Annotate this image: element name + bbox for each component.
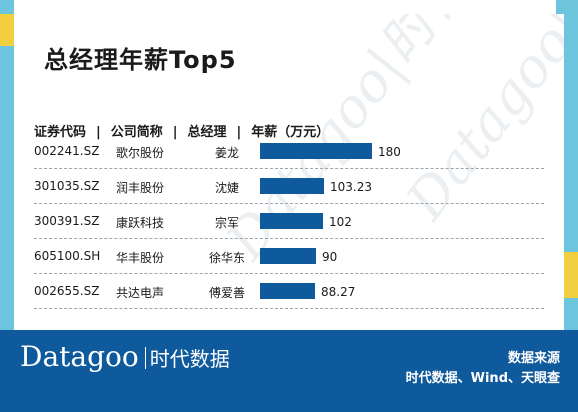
bar-mark xyxy=(260,178,324,194)
header-separator: | xyxy=(236,125,242,140)
bar-mark xyxy=(260,283,315,299)
header-salary: 年薪（万元） xyxy=(251,125,330,140)
bar-mark xyxy=(260,213,323,229)
logo-divider xyxy=(144,347,146,369)
datagoo-logo: Datagoo 时代数据 xyxy=(20,340,230,373)
row-company: 康跃科技 xyxy=(116,216,165,230)
row-company: 共达电声 xyxy=(116,286,165,300)
header-separator: | xyxy=(96,125,101,140)
source-text: 时代数据、Wind、天眼查 xyxy=(405,371,560,386)
row-manager: 徐华东 xyxy=(208,251,245,265)
source-title: 数据来源 xyxy=(507,351,560,366)
chart-panel: Datagoo|时代数据 Datagoo|时代数据 总经理年薪Top5 证券代码… xyxy=(14,14,564,344)
header-company: 公司简称 xyxy=(110,125,163,140)
frame-right-yellow-accent xyxy=(564,252,578,298)
header-stock-code: 证券代码 xyxy=(34,125,87,140)
table-header: 证券代码 | 公司简称 | 总经理 | 年薪（万元） xyxy=(34,121,329,140)
bar-value-label: 180 xyxy=(378,145,401,159)
watermark: Datagoo|时代数据 xyxy=(394,14,564,231)
chart-title: 总经理年薪Top5 xyxy=(44,46,237,74)
frame-left xyxy=(0,46,14,344)
row-manager: 沈婕 xyxy=(214,181,239,195)
row-manager: 傅爱善 xyxy=(208,286,245,300)
row-divider xyxy=(34,168,544,169)
bar-value-label: 90 xyxy=(322,250,338,264)
row-stock-code: 002241.SZ xyxy=(34,144,100,158)
bar-value-label: 88.27 xyxy=(321,285,356,299)
row-stock-code: 002655.SZ xyxy=(34,284,100,298)
frame-left-yellow-accent xyxy=(0,14,14,46)
row-stock-code: 605100.SH xyxy=(34,249,101,263)
bar-mark xyxy=(260,143,372,159)
bar-value-label: 102 xyxy=(329,215,352,229)
header-separator: | xyxy=(172,125,178,140)
footer: Datagoo 时代数据 数据来源 时代数据、Wind、天眼查 xyxy=(0,330,578,412)
logo-text-en: Datagoo xyxy=(20,340,139,373)
row-stock-code: 300391.SZ xyxy=(34,214,100,228)
row-divider xyxy=(34,203,544,204)
row-divider xyxy=(34,308,544,309)
bar-value-label: 103.23 xyxy=(330,180,372,194)
row-company: 歌尔股份 xyxy=(116,146,165,160)
watermark: Datagoo|时代数据 xyxy=(214,14,550,271)
header-manager: 总经理 xyxy=(187,125,227,140)
row-divider xyxy=(34,273,544,274)
row-manager: 宗军 xyxy=(214,216,239,230)
row-stock-code: 301035.SZ xyxy=(34,179,100,193)
row-company: 润丰股份 xyxy=(116,181,165,195)
row-company: 华丰股份 xyxy=(116,251,165,265)
bar-mark xyxy=(260,248,316,264)
row-divider xyxy=(34,238,544,239)
frame-top-gap xyxy=(14,0,556,14)
logo-text-cn: 时代数据 xyxy=(149,347,230,371)
row-manager: 姜龙 xyxy=(214,146,239,160)
